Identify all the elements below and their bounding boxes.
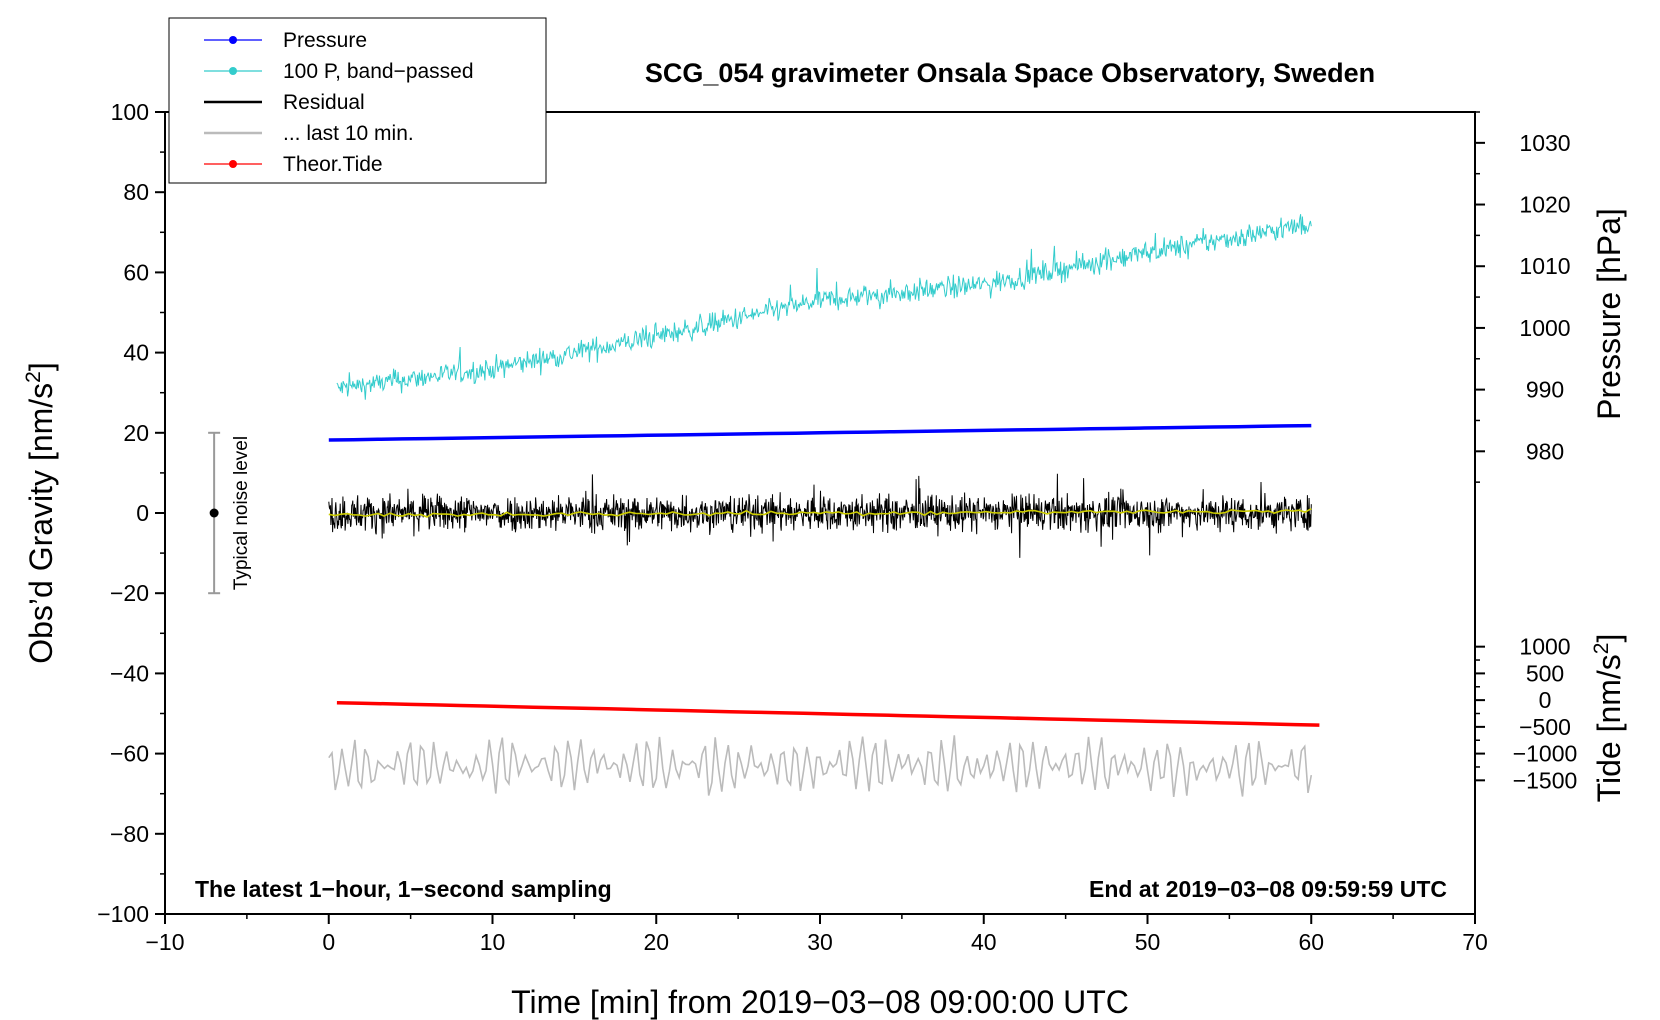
x-tick-label: −10 bbox=[145, 929, 184, 955]
series-residual-smoothed bbox=[328, 507, 1312, 518]
noise-level-label: Typical noise level bbox=[231, 436, 252, 590]
y-tick-label: 60 bbox=[123, 259, 149, 285]
tide-tick-label: −1000 bbox=[1513, 741, 1578, 767]
y-axis-title-tide-close: ] bbox=[1591, 634, 1627, 643]
y-axis-title-left-close: ] bbox=[23, 362, 59, 371]
legend-label: Residual bbox=[283, 91, 365, 114]
pressure-tick-label: 1010 bbox=[1519, 253, 1570, 279]
y-axis-title-left-sup: 2 bbox=[22, 371, 45, 383]
legend-label: Pressure bbox=[283, 29, 367, 52]
legend-box bbox=[168, 17, 547, 184]
legend-marker bbox=[229, 36, 237, 44]
x-tick-label: 50 bbox=[1135, 929, 1161, 955]
y-tick-label: −100 bbox=[97, 901, 149, 927]
legend-marker bbox=[229, 67, 237, 75]
tide-tick-label: 1000 bbox=[1519, 634, 1570, 660]
pressure-tick-label: 990 bbox=[1526, 377, 1564, 403]
tide-tick-label: −1500 bbox=[1513, 767, 1578, 793]
tide-tick-label: 500 bbox=[1526, 660, 1564, 686]
y-axis-title-tide: Tide [nm/s2] bbox=[1590, 634, 1627, 803]
y-axis-title-tide-text: Tide [nm/s bbox=[1591, 654, 1627, 802]
x-axis-title: Time [min] from 2019−03−08 09:00:00 UTC bbox=[511, 984, 1129, 1020]
pressure-tick-label: 980 bbox=[1526, 438, 1564, 464]
pressure-tick-label: 1030 bbox=[1519, 130, 1570, 156]
x-tick-label: 30 bbox=[807, 929, 833, 955]
x-tick-label: 0 bbox=[322, 929, 335, 955]
series-theoretical-tide bbox=[336, 700, 1320, 727]
y-tick-label: −20 bbox=[110, 580, 149, 606]
pressure-tick-label: 1000 bbox=[1519, 315, 1570, 341]
x-tick-label: 20 bbox=[643, 929, 669, 955]
y-tick-label: −40 bbox=[110, 660, 149, 686]
y-axis-title-tide-sup: 2 bbox=[1590, 643, 1613, 655]
annotation-end-time: End at 2019−03−08 09:59:59 UTC bbox=[1089, 876, 1447, 902]
x-tick-label: 70 bbox=[1462, 929, 1488, 955]
legend-marker bbox=[229, 160, 237, 168]
tide-tick-label: 0 bbox=[1539, 687, 1552, 713]
pressure-tick-label: 1020 bbox=[1519, 192, 1570, 218]
x-tick-label: 60 bbox=[1298, 929, 1324, 955]
y-tick-label: 0 bbox=[136, 500, 149, 526]
series-last-10-min bbox=[328, 735, 1313, 797]
legend-label: Theor.Tide bbox=[283, 153, 383, 176]
series-residual bbox=[328, 473, 1312, 558]
y-tick-label: 80 bbox=[123, 179, 149, 205]
y-axis-title-pressure: Pressure [hPa] bbox=[1591, 208, 1627, 420]
series-pressure-bandpassed bbox=[336, 214, 1312, 400]
y-tick-label: −80 bbox=[110, 821, 149, 847]
annotation-sampling: The latest 1−hour, 1−second sampling bbox=[195, 876, 612, 902]
chart-title: SCG_054 gravimeter Onsala Space Observat… bbox=[645, 58, 1375, 88]
y-tick-label: 40 bbox=[123, 340, 149, 366]
x-tick-label: 10 bbox=[480, 929, 506, 955]
y-axis-title-left: Obs’d Gravity [nm/s2] bbox=[22, 362, 59, 664]
legend-label: ... last 10 min. bbox=[283, 122, 414, 145]
noise-bar-center bbox=[209, 508, 219, 518]
y-tick-label: −60 bbox=[110, 741, 149, 767]
legend: Pressure 100 P, band−passed Residual ... la… bbox=[168, 17, 547, 184]
y-tick-label: 100 bbox=[111, 99, 149, 125]
tide-tick-label: −500 bbox=[1519, 714, 1571, 740]
legend-label: 100 P, band−passed bbox=[283, 60, 474, 83]
y-axis-title-left-text: Obs’d Gravity [nm/s bbox=[23, 383, 59, 664]
x-tick-label: 40 bbox=[971, 929, 997, 955]
y-tick-label: 20 bbox=[123, 420, 149, 446]
series-pressure bbox=[328, 423, 1312, 442]
axis-layer: −10 0 10 20 30 40 50 60 70−100−80−60−40−20020406… bbox=[97, 99, 1577, 955]
series-layer bbox=[208, 214, 1320, 797]
